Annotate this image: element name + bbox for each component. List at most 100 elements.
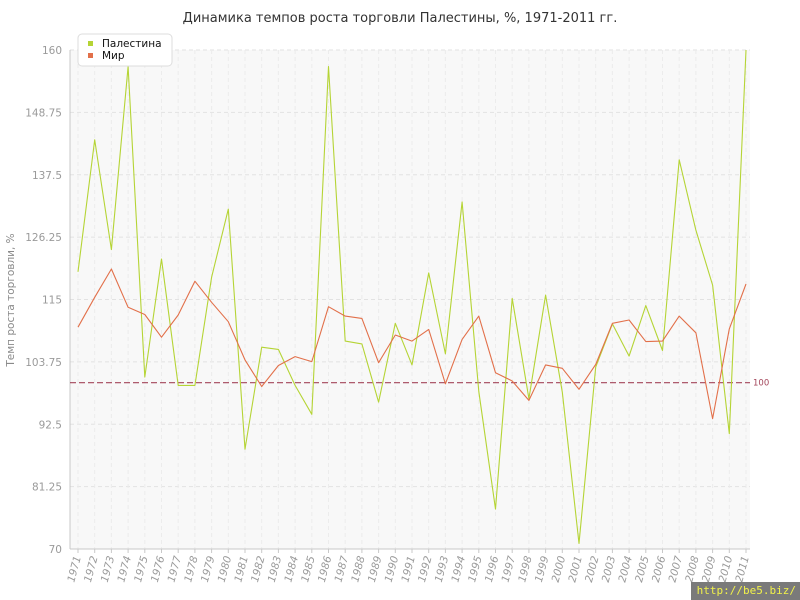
data-point-world[interactable] [493,370,498,375]
data-point-palestine[interactable] [293,383,298,388]
x-tick-label: 1997 [500,554,519,583]
data-point-palestine[interactable] [410,362,415,367]
data-point-world[interactable] [259,384,264,389]
data-point-palestine[interactable] [510,296,515,301]
data-point-palestine[interactable] [142,375,147,380]
data-point-palestine[interactable] [693,228,698,233]
data-point-world[interactable] [660,339,665,344]
data-point-world[interactable] [443,381,448,386]
data-point-world[interactable] [142,312,147,317]
data-point-world[interactable] [359,316,364,321]
data-point-palestine[interactable] [176,383,181,388]
data-point-world[interactable] [209,300,214,305]
data-point-world[interactable] [593,362,598,367]
y-axis-label: Темп роста торговли, % [5,233,17,367]
data-point-palestine[interactable] [276,347,281,352]
x-tick-label: 2008 [683,554,702,583]
data-point-world[interactable] [426,327,431,332]
y-tick-label: 103.75 [25,357,62,369]
data-point-world[interactable] [76,325,81,330]
x-tick-label: 1992 [416,554,435,583]
x-tick-label: 2000 [550,554,569,583]
data-point-palestine[interactable] [393,321,398,326]
data-point-palestine[interactable] [109,247,114,252]
data-point-palestine[interactable] [627,354,632,359]
data-point-palestine[interactable] [543,293,548,298]
data-point-palestine[interactable] [710,283,715,288]
data-point-world[interactable] [309,359,314,364]
y-tick-label: 137.5 [32,170,62,182]
data-point-palestine[interactable] [426,270,431,275]
data-point-world[interactable] [276,363,281,368]
data-point-world[interactable] [343,314,348,319]
data-point-world[interactable] [543,362,548,367]
data-point-world[interactable] [159,335,164,340]
data-point-world[interactable] [526,398,531,403]
data-point-palestine[interactable] [493,507,498,512]
data-point-palestine[interactable] [326,64,331,69]
data-point-palestine[interactable] [259,345,264,350]
watermark-link[interactable]: http://be5.biz/ [690,582,800,600]
data-point-world[interactable] [192,279,197,284]
data-point-palestine[interactable] [76,269,81,274]
data-point-palestine[interactable] [460,199,465,204]
data-point-world[interactable] [243,357,248,362]
data-point-world[interactable] [126,305,131,310]
data-point-world[interactable] [460,337,465,342]
x-tick-label: 2007 [667,554,686,583]
data-point-palestine[interactable] [359,341,364,346]
data-point-palestine[interactable] [643,303,648,308]
data-point-world[interactable] [476,314,481,319]
data-point-world[interactable] [610,321,615,326]
data-point-palestine[interactable] [443,351,448,356]
legend-swatch-world [88,53,93,58]
data-point-palestine[interactable] [727,431,732,436]
data-point-world[interactable] [92,295,97,300]
data-point-world[interactable] [560,366,565,371]
legend-label-world[interactable]: Мир [102,50,125,62]
data-point-palestine[interactable] [159,257,164,262]
data-point-palestine[interactable] [243,447,248,452]
x-tick-label: 1978 [182,554,201,583]
x-tick-label: 1989 [366,554,385,583]
data-point-world[interactable] [376,360,381,365]
data-point-world[interactable] [326,304,331,309]
legend-swatch-palestine [88,41,93,46]
legend-label-palestine[interactable]: Палестина [102,38,162,50]
data-point-palestine[interactable] [744,48,749,53]
x-tick-label: 1996 [483,554,502,583]
data-point-world[interactable] [293,354,298,359]
data-point-palestine[interactable] [660,348,665,353]
data-point-world[interactable] [627,318,632,323]
data-point-palestine[interactable] [209,275,214,280]
data-point-palestine[interactable] [476,389,481,394]
data-point-world[interactable] [693,330,698,335]
data-point-palestine[interactable] [560,390,565,395]
data-point-world[interactable] [577,387,582,392]
data-point-world[interactable] [744,281,749,286]
x-tick-label: 1995 [466,554,485,583]
x-tick-label: 1975 [132,554,151,583]
data-point-palestine[interactable] [677,157,682,162]
x-tick-label: 1998 [516,554,535,583]
data-point-world[interactable] [410,339,415,344]
data-point-palestine[interactable] [192,383,197,388]
data-point-world[interactable] [393,332,398,337]
data-point-palestine[interactable] [92,137,97,142]
legend[interactable]: Палестина Мир [77,33,173,67]
data-point-palestine[interactable] [376,400,381,405]
data-point-world[interactable] [109,267,114,272]
data-point-world[interactable] [643,339,648,344]
data-point-world[interactable] [510,379,515,384]
data-point-world[interactable] [677,314,682,319]
x-tick-label: 1990 [383,554,402,583]
data-point-palestine[interactable] [309,412,314,417]
x-tick-label: 1979 [199,554,218,583]
data-point-palestine[interactable] [226,207,231,212]
data-point-palestine[interactable] [577,541,582,546]
data-point-world[interactable] [226,319,231,324]
data-point-world[interactable] [176,313,181,318]
data-point-world[interactable] [710,416,715,421]
data-point-palestine[interactable] [343,339,348,344]
data-point-world[interactable] [727,326,732,331]
